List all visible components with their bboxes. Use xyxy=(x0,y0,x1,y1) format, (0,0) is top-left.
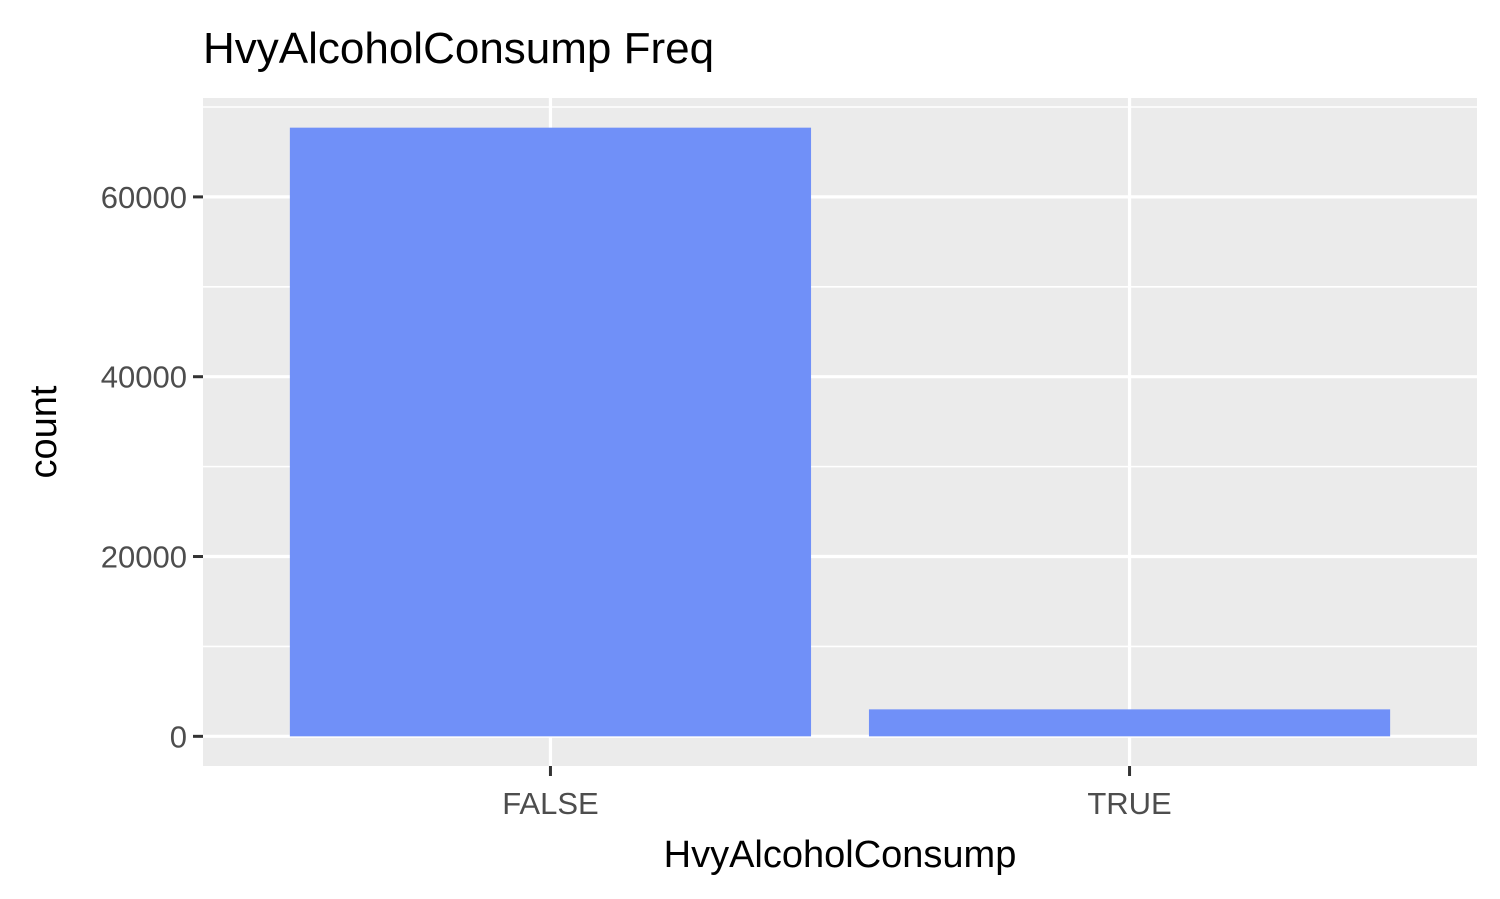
x-axis-title: HvyAlcoholConsump xyxy=(664,834,1017,876)
y-axis-title: count xyxy=(23,385,65,478)
y-tick-label: 20000 xyxy=(101,540,187,575)
y-tick-label: 60000 xyxy=(101,180,187,215)
bars xyxy=(289,127,1391,737)
bar-false xyxy=(289,127,812,737)
axes: 0 20000 40000 60000 FALSE TRUE xyxy=(101,180,1172,821)
x-tick-label: TRUE xyxy=(1087,786,1171,821)
chart-title: HvyAlcoholConsump Freq xyxy=(203,24,714,73)
x-tick-label: FALSE xyxy=(502,786,599,821)
y-tick-label: 40000 xyxy=(101,360,187,395)
bar-true xyxy=(868,709,1391,737)
y-tick-label: 0 xyxy=(170,719,187,754)
